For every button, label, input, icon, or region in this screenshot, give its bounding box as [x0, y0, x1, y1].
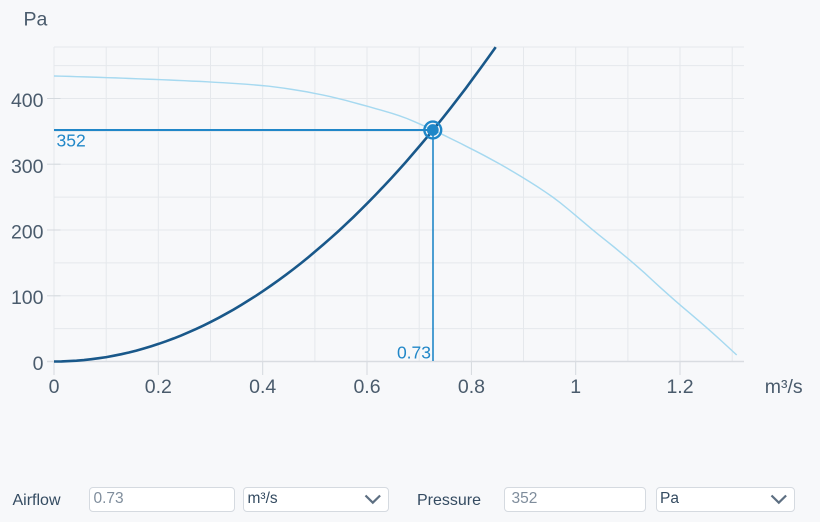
svg-text:400: 400	[11, 90, 44, 112]
svg-text:0.6: 0.6	[353, 376, 380, 398]
svg-text:0.73: 0.73	[397, 342, 431, 362]
svg-text:100: 100	[11, 287, 44, 309]
svg-text:1.2: 1.2	[666, 376, 693, 398]
svg-text:0.8: 0.8	[458, 376, 485, 398]
svg-text:0.4: 0.4	[249, 376, 276, 398]
svg-text:352: 352	[57, 131, 86, 151]
svg-text:0.2: 0.2	[145, 376, 172, 398]
svg-text:0: 0	[49, 376, 60, 398]
svg-text:200: 200	[11, 222, 44, 244]
svg-text:m³/s: m³/s	[765, 376, 803, 398]
svg-text:0: 0	[33, 353, 44, 375]
svg-text:Pa: Pa	[24, 8, 48, 30]
svg-text:300: 300	[11, 156, 44, 178]
svg-text:1: 1	[570, 376, 581, 398]
